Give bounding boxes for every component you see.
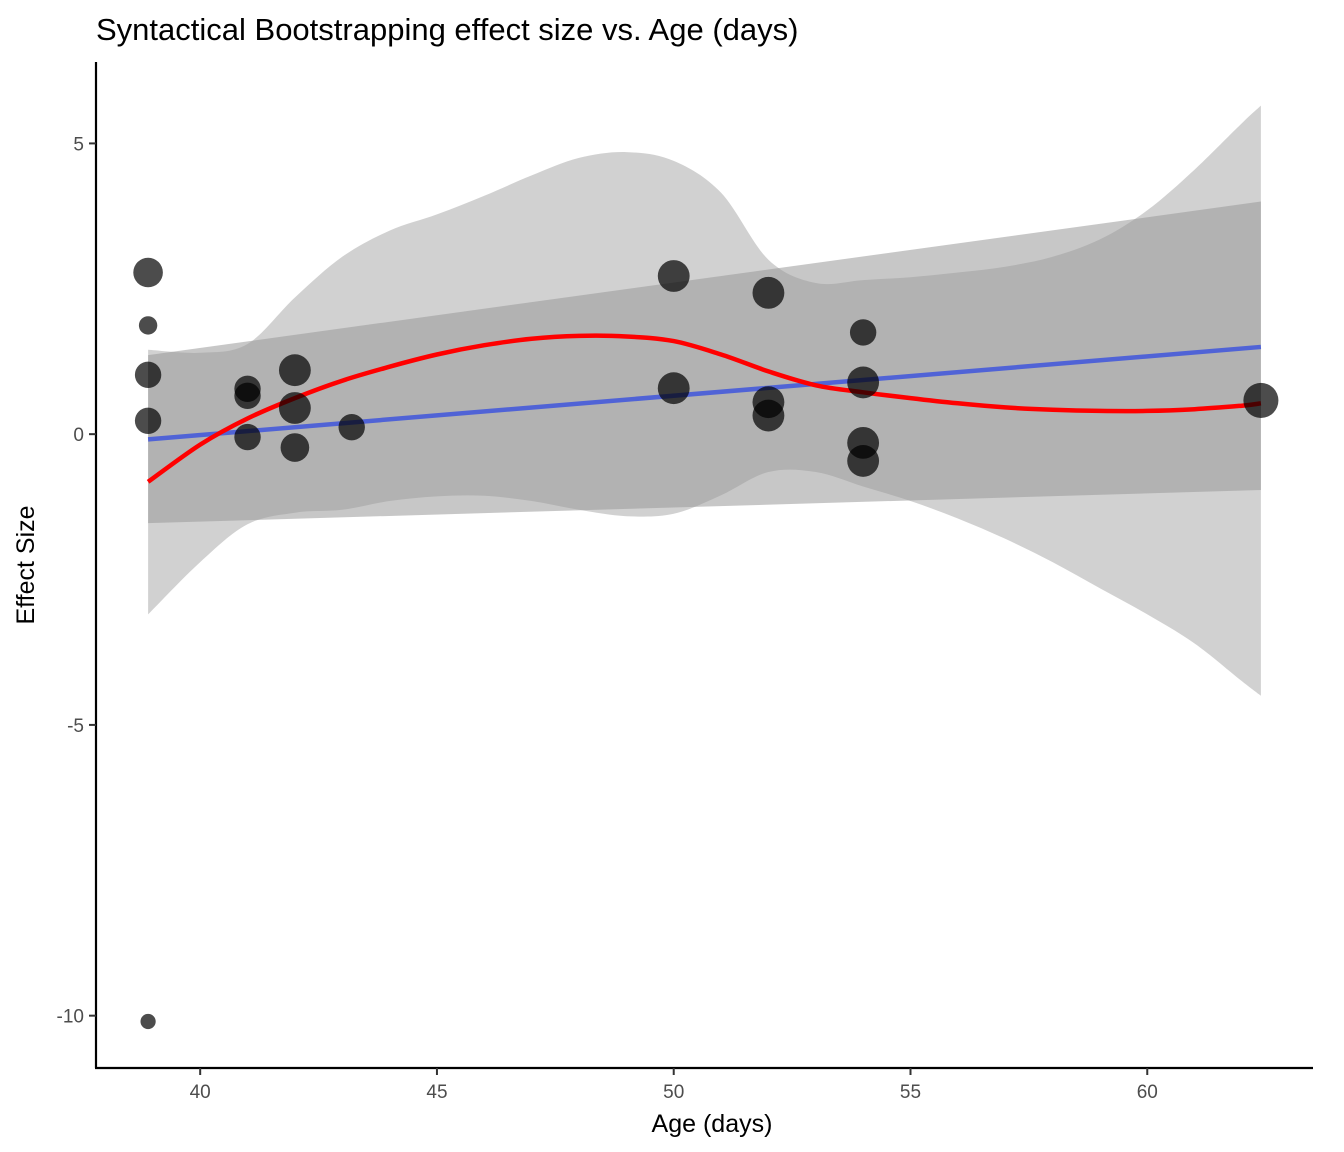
x-tick-label: 45 bbox=[426, 1082, 447, 1103]
data-point bbox=[752, 399, 785, 432]
linear-fit-line bbox=[147, 344, 1262, 442]
data-point bbox=[752, 276, 785, 309]
y-axis-title: Effect Size bbox=[12, 505, 40, 624]
chart-title: Syntactical Bootstrapping effect size vs… bbox=[96, 12, 798, 47]
data-point bbox=[278, 354, 311, 387]
data-point bbox=[134, 407, 162, 434]
data-point bbox=[847, 366, 880, 399]
data-point bbox=[138, 316, 158, 335]
data-point bbox=[133, 257, 163, 288]
y-axis-ticks: 5 0 -5 -10 bbox=[57, 134, 96, 1028]
data-point bbox=[1243, 382, 1279, 418]
y-tick-label: 5 bbox=[73, 134, 84, 155]
fit-lines bbox=[146, 333, 1262, 484]
data-point bbox=[657, 372, 690, 405]
x-tick-label: 40 bbox=[190, 1082, 211, 1103]
y-tick-label: -5 bbox=[67, 716, 84, 737]
data-point bbox=[280, 433, 310, 462]
x-tick-label: 60 bbox=[1137, 1082, 1158, 1103]
y-tick-label: -10 bbox=[57, 1007, 84, 1028]
y-tick-label: 0 bbox=[73, 425, 84, 446]
data-point bbox=[847, 444, 880, 477]
data-point bbox=[234, 382, 261, 409]
x-axis-title: Age (days) bbox=[652, 1110, 773, 1138]
data-point bbox=[234, 423, 261, 451]
data-point bbox=[657, 260, 690, 292]
data-points bbox=[133, 257, 1279, 1030]
plot-area bbox=[133, 105, 1279, 1030]
data-point bbox=[134, 361, 162, 389]
smooth-fit-line bbox=[146, 333, 1262, 484]
data-point bbox=[338, 413, 365, 441]
x-axis-ticks: 40 45 50 55 60 bbox=[190, 1068, 1158, 1103]
x-tick-label: 55 bbox=[900, 1082, 921, 1103]
linear-fit-confidence-band bbox=[148, 201, 1261, 524]
x-tick-label: 50 bbox=[663, 1082, 684, 1103]
data-point bbox=[849, 319, 877, 346]
data-point bbox=[140, 1013, 156, 1030]
data-point bbox=[278, 392, 311, 424]
confidence-bands bbox=[148, 105, 1261, 696]
